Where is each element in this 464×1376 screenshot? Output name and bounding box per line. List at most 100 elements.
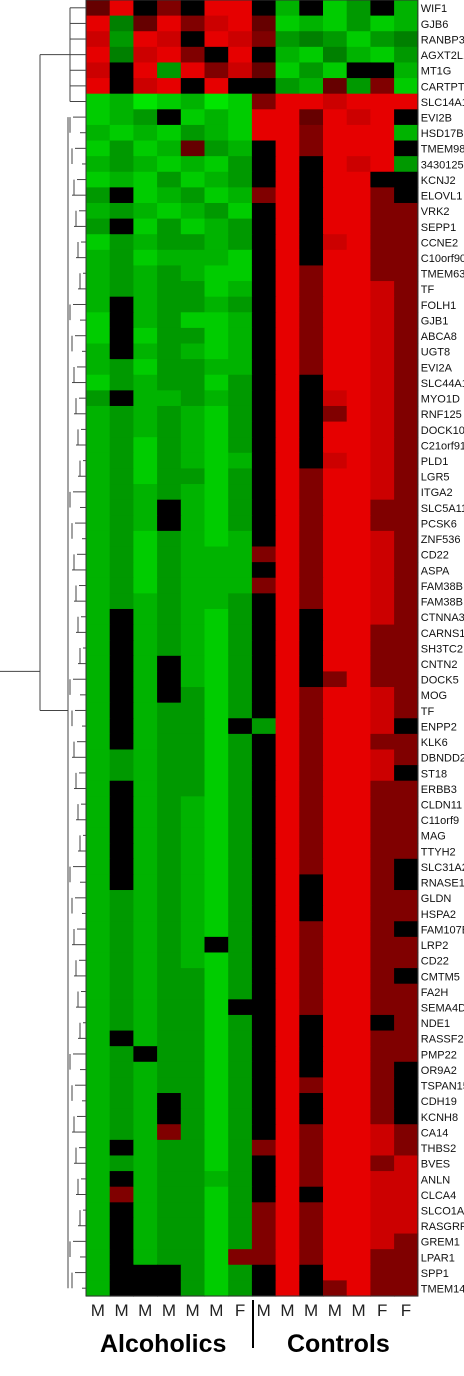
heatmap-cell [157, 1030, 182, 1047]
heatmap-cell [86, 921, 111, 938]
heatmap-cell [346, 608, 371, 626]
heatmap-cell [109, 374, 134, 391]
heatmap-cell [133, 968, 158, 985]
gene-label: CD22 [421, 550, 449, 562]
heatmap-cell [86, 999, 111, 1016]
heatmap-cell [180, 608, 206, 626]
gene-label: PLD1 [421, 456, 449, 468]
heatmap-cell [228, 1046, 253, 1063]
heatmap-cell [133, 905, 158, 922]
gene-label: FAM38B [421, 581, 463, 593]
heatmap-cell [133, 671, 158, 688]
heatmap-cell [346, 15, 371, 32]
heatmap-cell [394, 1108, 419, 1125]
heatmap-cell [133, 0, 158, 17]
heatmap-cell [251, 202, 277, 220]
heatmap-cell [157, 1249, 182, 1266]
heatmap-cell [109, 796, 134, 813]
gene-label: EVI2A [421, 362, 453, 374]
heatmap-cell [228, 702, 253, 719]
heatmap-cell [109, 1249, 134, 1266]
heatmap-cell [86, 46, 111, 64]
heatmap-cell [370, 1280, 395, 1297]
heatmap-cell [370, 124, 395, 142]
column-label: F [234, 1301, 246, 1320]
heatmap-cell [299, 1077, 324, 1094]
heatmap-cell [204, 843, 229, 860]
heatmap-cell [204, 968, 229, 985]
heatmap-cell [228, 843, 253, 860]
gene-label: RANBP3L [421, 34, 464, 46]
heatmap-cell [109, 249, 134, 267]
gene-label: SLC5A11 [421, 503, 464, 515]
heatmap-cell [109, 1217, 134, 1235]
heatmap-cell [204, 1264, 229, 1281]
heatmap-cell [228, 811, 253, 829]
heatmap-cell [299, 202, 324, 220]
heatmap-cell [86, 390, 111, 407]
heatmap-cell [346, 593, 371, 610]
heatmap-cell [299, 374, 324, 391]
heatmap-cell [251, 1077, 277, 1094]
heatmap-cell [86, 15, 111, 32]
heatmap-cell [299, 843, 324, 860]
heatmap-cell [86, 1202, 111, 1219]
heatmap-cell [275, 562, 300, 579]
heatmap-cell [299, 109, 324, 126]
heatmap-cell [275, 62, 300, 79]
heatmap-cell [133, 234, 158, 251]
heatmap-cell [394, 109, 419, 126]
heatmap-cell [370, 1093, 395, 1110]
heatmap-cell [109, 1264, 134, 1281]
heatmap-cell [275, 983, 300, 1000]
heatmap-cell [251, 874, 277, 891]
heatmap-cell [370, 718, 395, 735]
heatmap-cell [180, 468, 206, 485]
heatmap-cell [157, 437, 182, 454]
gene-label: TMEM63A [421, 269, 464, 281]
heatmap-cell [323, 390, 348, 407]
heatmap-cell [133, 546, 158, 563]
heatmap-cell [275, 452, 300, 470]
heatmap-cell [275, 1046, 300, 1063]
heatmap-cell [394, 608, 419, 626]
heatmap-cell [323, 374, 348, 391]
heatmap-cell [109, 390, 134, 407]
heatmap-cell [86, 1249, 111, 1266]
heatmap-cell [299, 1030, 324, 1047]
heatmap-cell [346, 31, 371, 48]
heatmap-cell [275, 359, 300, 376]
heatmap-cell [86, 515, 111, 532]
heatmap-cell [346, 905, 371, 922]
heatmap-cell [204, 780, 229, 797]
heatmap-cell [157, 608, 182, 626]
gene-label: CD22 [421, 956, 449, 968]
heatmap-cell [86, 733, 111, 751]
heatmap-cell [109, 327, 134, 345]
gene-label: TMEM98 [421, 144, 464, 156]
heatmap-cell [133, 1046, 158, 1063]
heatmap-cell [157, 390, 182, 407]
heatmap-cell [157, 1155, 182, 1172]
heatmap-cell [251, 827, 277, 844]
heatmap-cell [180, 343, 206, 360]
heatmap-cell [133, 1077, 158, 1094]
heatmap-cell [133, 624, 158, 641]
heatmap-cell [133, 78, 158, 95]
heatmap-cell [370, 452, 395, 470]
heatmap-cell [133, 1233, 158, 1250]
heatmap-cell [251, 1202, 277, 1219]
heatmap-cell [299, 593, 324, 610]
heatmap-cell [370, 171, 395, 188]
heatmap-cell [133, 1171, 158, 1188]
heatmap-cell [133, 640, 158, 657]
heatmap-cell [346, 999, 371, 1016]
heatmap-cell [370, 983, 395, 1000]
heatmap-cell [346, 546, 371, 563]
heatmap-cell [109, 1186, 134, 1203]
heatmap-cell [346, 1233, 371, 1250]
heatmap-cell [299, 546, 324, 563]
heatmap-cell [180, 171, 206, 188]
heatmap-cell [275, 577, 300, 594]
heatmap-cell [180, 281, 206, 298]
